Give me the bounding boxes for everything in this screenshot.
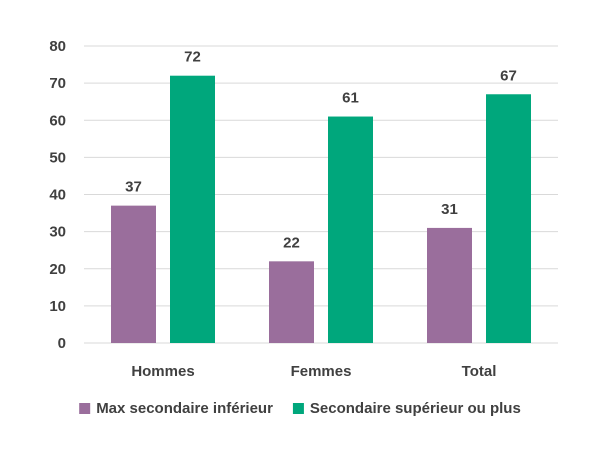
legend-label: Max secondaire inférieur [96,400,273,417]
y-tick-label: 60 [49,112,66,129]
bar-total-series-1 [427,227,472,343]
bar-hommes-series-1 [111,205,156,343]
y-tick-label: 50 [49,149,66,166]
bar-hommes-series-2 [170,75,215,343]
x-tick-label-hommes: Hommes [131,363,194,380]
bars [111,75,531,343]
y-tick-label: 0 [58,335,66,352]
legend-swatch [79,403,91,414]
data-label: 61 [342,90,359,107]
y-tick-label: 30 [49,224,66,241]
legend: Max secondaire inférieur Secondaire supér… [79,400,521,417]
y-tick-label: 40 [49,187,66,204]
x-tick-label-femmes: Femmes [291,363,352,380]
data-label: 37 [125,179,142,196]
data-label: 22 [283,234,300,251]
y-tick-label: 70 [49,75,66,92]
legend-item-1: Max secondaire inférieur [79,400,273,417]
data-label: 67 [500,67,517,84]
legend-item-2: Secondaire supérieur ou plus [292,400,521,417]
y-axis: 0 10 20 30 40 50 60 70 80 [49,38,66,352]
data-label: 72 [184,49,201,66]
y-tick-label: 80 [49,38,66,55]
bar-total-series-2 [486,94,531,343]
x-tick-label-total: Total [462,363,497,380]
legend-swatch [292,403,304,414]
y-tick-label: 10 [49,298,66,315]
legend-label: Secondaire supérieur ou plus [310,400,521,417]
data-label: 31 [441,201,458,218]
bar-femmes-series-1 [269,261,314,343]
x-axis: Hommes Femmes Total [131,363,496,380]
gridlines [84,45,558,344]
bar-femmes-series-2 [328,116,373,343]
y-tick-label: 20 [49,261,66,278]
data-labels: 37 72 22 61 31 67 [125,49,517,252]
